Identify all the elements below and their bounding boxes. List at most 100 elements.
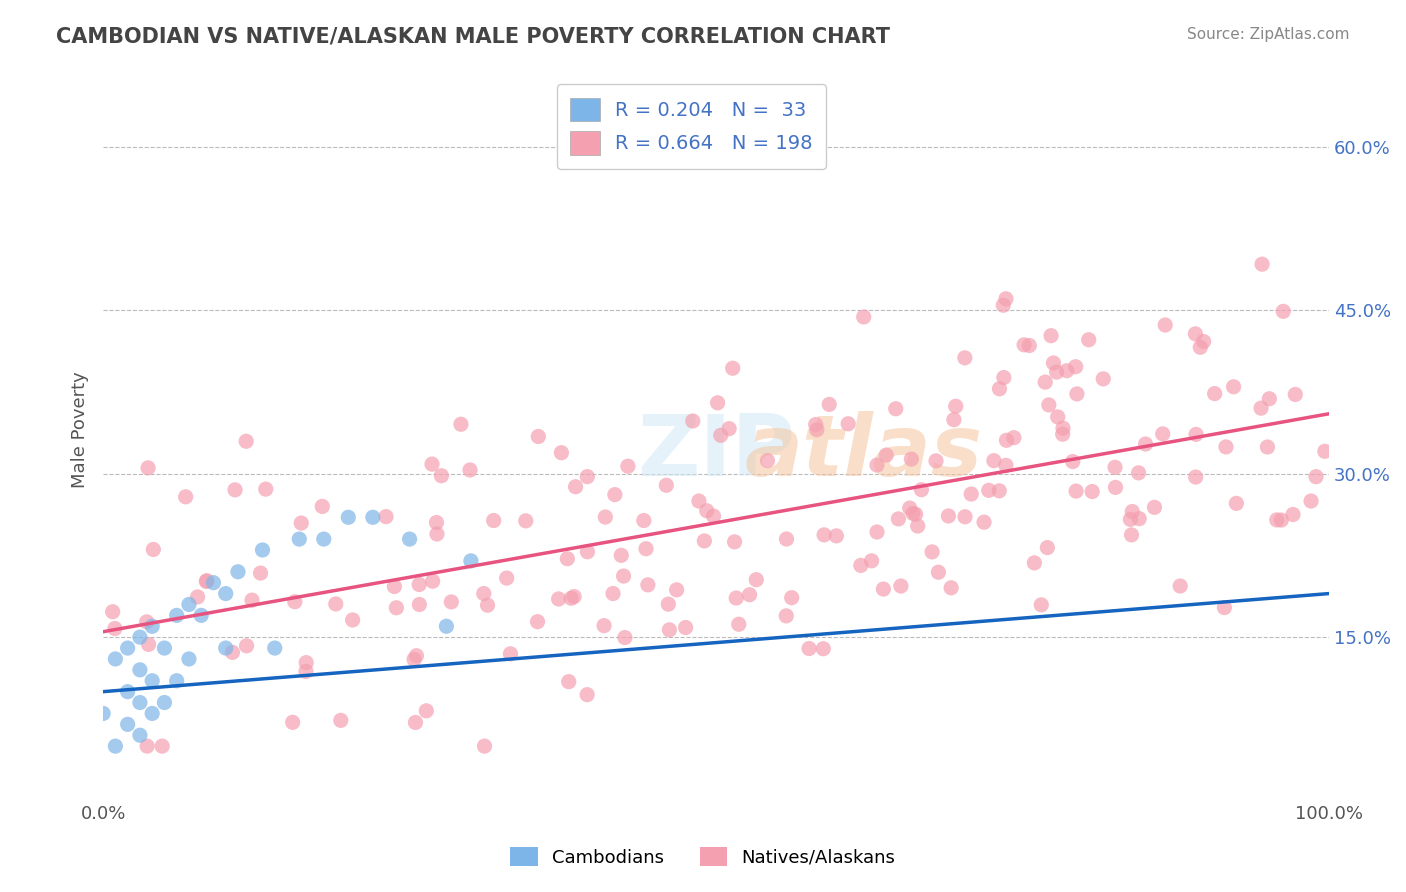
Cambodians [202,575,225,590]
Natives/Alaskans [655,478,678,492]
Natives/Alaskans [1152,426,1174,441]
Natives/Alaskans [818,397,841,411]
Natives/Alaskans [450,417,472,432]
Cambodians [129,630,152,644]
Natives/Alaskans [633,514,655,528]
Natives/Alaskans [1265,513,1288,527]
Text: ZIP: ZIP [637,411,794,494]
Natives/Alaskans [1056,364,1078,378]
Natives/Alaskans [988,483,1011,498]
Natives/Alaskans [849,558,872,573]
Natives/Alaskans [482,514,505,528]
Cambodians [177,598,200,612]
Cambodians [312,532,335,546]
Natives/Alaskans [910,483,932,497]
Natives/Alaskans [405,648,427,663]
Natives/Alaskans [977,483,1000,498]
Natives/Alaskans [458,463,481,477]
Natives/Alaskans [142,542,165,557]
Cambodians [166,673,188,688]
Natives/Alaskans [657,597,679,611]
Natives/Alaskans [703,509,725,524]
Cambodians [104,739,127,753]
Natives/Alaskans [993,298,1015,312]
Cambodians [166,608,188,623]
Text: CAMBODIAN VS NATIVE/ALASKAN MALE POVERTY CORRELATION CHART: CAMBODIAN VS NATIVE/ALASKAN MALE POVERTY… [56,27,890,46]
Natives/Alaskans [1119,512,1142,526]
Natives/Alaskans [576,545,599,559]
Natives/Alaskans [887,512,910,526]
Natives/Alaskans [872,582,894,596]
Cambodians [117,717,139,731]
Natives/Alaskans [1154,318,1177,332]
Natives/Alaskans [557,551,579,566]
Natives/Alaskans [994,292,1017,306]
Cambodians [117,641,139,656]
Natives/Alaskans [875,448,897,462]
Cambodians [263,641,285,656]
Cambodians [226,565,249,579]
Natives/Alaskans [235,639,257,653]
Natives/Alaskans [1066,387,1088,401]
Natives/Alaskans [420,457,443,471]
Text: Source: ZipAtlas.com: Source: ZipAtlas.com [1187,27,1350,42]
Natives/Alaskans [499,647,522,661]
Natives/Alaskans [1052,427,1074,442]
Natives/Alaskans [221,645,243,659]
Natives/Alaskans [813,528,835,542]
Natives/Alaskans [797,641,820,656]
Natives/Alaskans [1038,398,1060,412]
Natives/Alaskans [138,637,160,651]
Natives/Alaskans [1225,496,1247,510]
Natives/Alaskans [617,459,640,474]
Natives/Alaskans [1222,380,1244,394]
Natives/Alaskans [515,514,537,528]
Natives/Alaskans [562,590,585,604]
Natives/Alaskans [942,412,965,426]
Natives/Alaskans [1052,421,1074,435]
Natives/Alaskans [593,618,616,632]
Natives/Alaskans [408,577,430,591]
Natives/Alaskans [1121,504,1143,518]
Natives/Alaskans [706,396,728,410]
Natives/Alaskans [775,608,797,623]
Natives/Alaskans [1213,600,1236,615]
Natives/Alaskans [837,417,859,431]
Natives/Alaskans [1033,375,1056,389]
Natives/Alaskans [422,574,444,589]
Natives/Alaskans [135,615,157,629]
Natives/Alaskans [249,566,271,580]
Natives/Alaskans [710,428,733,442]
Natives/Alaskans [665,582,688,597]
Natives/Alaskans [477,598,499,612]
Natives/Alaskans [602,586,624,600]
Natives/Alaskans [1040,328,1063,343]
Natives/Alaskans [1036,541,1059,555]
Natives/Alaskans [311,500,333,514]
Natives/Alaskans [1185,427,1208,442]
Natives/Alaskans [1064,359,1087,374]
Natives/Alaskans [557,674,579,689]
Cambodians [129,663,152,677]
Natives/Alaskans [426,527,449,541]
Natives/Alaskans [430,468,453,483]
Cambodians [215,641,238,656]
Natives/Alaskans [953,351,976,365]
Natives/Alaskans [595,510,617,524]
Natives/Alaskans [284,595,307,609]
Natives/Alaskans [688,494,710,508]
Natives/Alaskans [101,605,124,619]
Natives/Alaskans [564,480,586,494]
Natives/Alaskans [104,622,127,636]
Cambodians [288,532,311,546]
Natives/Alaskans [938,508,960,523]
Natives/Alaskans [560,591,582,606]
Natives/Alaskans [576,469,599,483]
Natives/Alaskans [860,554,883,568]
Natives/Alaskans [254,482,277,496]
Natives/Alaskans [1002,431,1025,445]
Natives/Alaskans [738,588,761,602]
Natives/Alaskans [927,566,949,580]
Natives/Alaskans [1299,494,1322,508]
Natives/Alaskans [925,454,948,468]
